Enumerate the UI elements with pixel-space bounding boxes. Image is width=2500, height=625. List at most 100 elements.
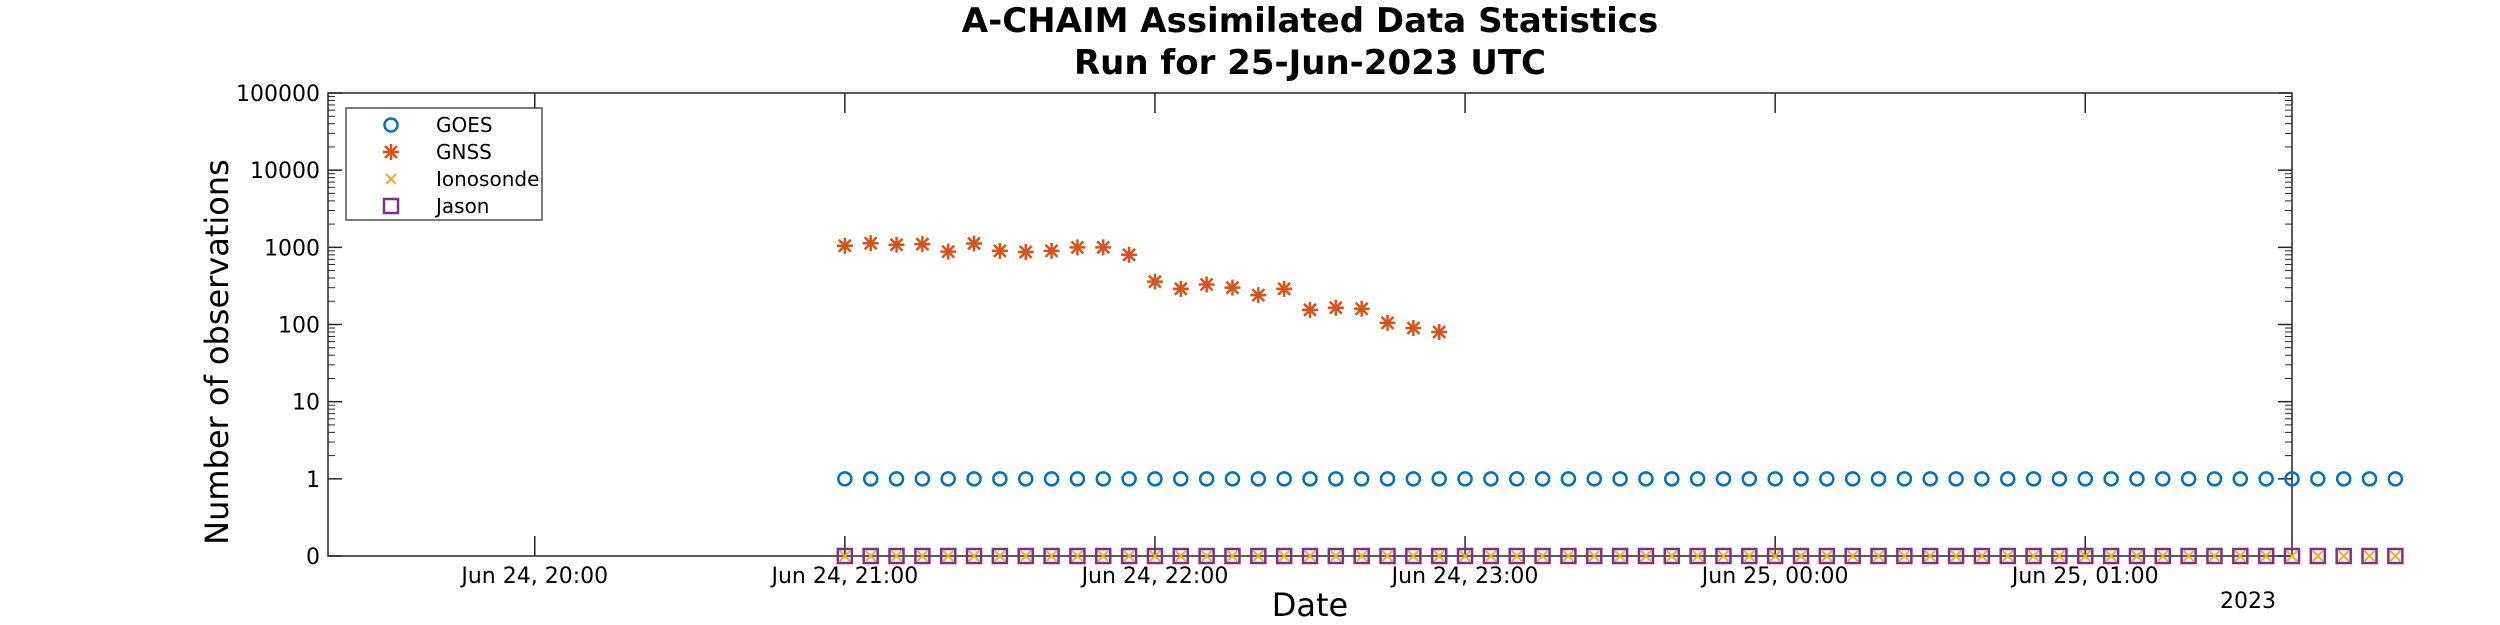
data-point-jason — [1405, 547, 1422, 565]
data-point-goes — [940, 471, 956, 487]
data-point-goes — [1483, 471, 1499, 487]
data-point-goes — [1328, 471, 1344, 487]
data-point-jason — [1818, 547, 1836, 565]
legend-label-jason: Jason — [434, 194, 490, 218]
data-point-jason — [1870, 547, 1887, 565]
data-point-jason — [1275, 547, 1293, 565]
data-point-jason — [1921, 547, 1939, 565]
data-point-jason — [1430, 547, 1448, 565]
data-point-goes — [914, 471, 931, 487]
data-point-ionosonde — [1433, 550, 1445, 562]
data-point-ionosonde — [890, 550, 903, 562]
data-point-jason — [1689, 547, 1706, 565]
y-tick-label: 100 — [278, 314, 320, 339]
data-point-goes — [1353, 471, 1370, 487]
data-point-goes — [1948, 471, 1964, 487]
data-point-goes — [1586, 471, 1603, 487]
data-point-jason — [1172, 547, 1190, 565]
series-goes — [837, 471, 2404, 487]
legend-marker-jason — [382, 197, 400, 215]
data-point-jason — [1896, 547, 1913, 565]
data-point-jason — [1456, 547, 1474, 565]
data-point-jason — [991, 547, 1009, 565]
x-tick-label: Jun 24, 21:00 — [769, 564, 918, 589]
data-point-jason — [1146, 547, 1164, 565]
data-point-ionosonde — [1821, 550, 1833, 562]
data-point-jason — [1792, 547, 1810, 565]
data-point-goes — [2284, 471, 2300, 487]
data-point-ionosonde — [2363, 550, 2376, 562]
x-tick-label: Jun 24, 23:00 — [1390, 564, 1539, 589]
data-point-goes — [1715, 471, 1732, 487]
data-point-goes — [2077, 471, 2094, 487]
data-point-jason — [1715, 547, 1732, 565]
data-point-gnss — [1198, 276, 1215, 293]
data-point-jason — [1586, 547, 1603, 565]
data-point-goes — [1069, 471, 1086, 487]
data-point-gnss — [1353, 300, 1370, 317]
data-point-ionosonde — [1743, 550, 1756, 562]
y-tick-label: 1 — [306, 468, 320, 493]
data-point-goes — [1457, 471, 1473, 487]
data-point-ionosonde — [1872, 550, 1885, 562]
x-tick-label: Jun 25, 01:00 — [2010, 564, 2159, 589]
data-point-ionosonde — [916, 550, 929, 562]
data-point-goes — [862, 471, 879, 487]
data-point-gnss — [1379, 314, 1396, 331]
data-point-gnss — [1224, 279, 1241, 296]
data-point-ionosonde — [864, 550, 877, 562]
data-point-jason — [2180, 547, 2197, 565]
data-point-goes — [1276, 471, 1292, 487]
data-point-goes — [1870, 471, 1887, 487]
data-point-jason — [1250, 547, 1267, 565]
data-point-gnss — [1250, 287, 1267, 304]
data-point-jason — [1947, 547, 1965, 565]
data-point-jason — [2361, 547, 2378, 565]
data-point-gnss — [1069, 239, 1086, 256]
data-point-jason — [1120, 547, 1138, 565]
data-point-jason — [1973, 547, 1991, 565]
y-tick-label: 1000 — [264, 236, 320, 261]
data-point-gnss — [1405, 320, 1422, 337]
data-point-jason — [1017, 547, 1034, 565]
data-point-jason — [1534, 547, 1551, 565]
data-point-ionosonde — [2182, 550, 2195, 562]
data-point-ionosonde — [968, 550, 980, 562]
x-tick-label: Jun 25, 00:00 — [1700, 564, 1849, 589]
data-point-goes — [2335, 471, 2352, 487]
data-point-ionosonde — [1640, 550, 1652, 562]
data-point-jason — [862, 547, 879, 565]
data-point-goes — [1638, 471, 1654, 487]
data-point-ionosonde — [1252, 550, 1265, 562]
data-point-ionosonde — [1175, 550, 1187, 562]
data-point-ionosonde — [2105, 550, 2117, 562]
data-point-jason — [2128, 547, 2146, 565]
x-axis-year-label: 2023 — [2220, 589, 2276, 614]
data-point-goes — [1147, 471, 1163, 487]
data-point-jason — [2077, 547, 2094, 565]
data-point-gnss — [1095, 239, 1112, 256]
data-point-goes — [1017, 471, 1034, 487]
data-point-jason — [1482, 547, 1500, 565]
data-point-gnss — [1121, 246, 1138, 263]
data-point-ionosonde — [1924, 550, 1936, 562]
chart-title-line-2: Run for 25-Jun-2023 UTC — [1074, 43, 1546, 83]
x-axis-label: Date — [1272, 586, 1348, 624]
data-point-jason — [2232, 547, 2249, 565]
data-point-goes — [1198, 471, 1215, 487]
data-point-gnss — [1017, 244, 1034, 260]
data-point-goes — [1819, 471, 1835, 487]
data-point-ionosonde — [1330, 550, 1342, 562]
data-point-goes — [2310, 471, 2326, 487]
data-point-jason — [1637, 547, 1655, 565]
data-point-gnss — [914, 236, 931, 253]
data-point-goes — [2051, 471, 2068, 487]
data-point-goes — [1741, 471, 1758, 487]
data-point-ionosonde — [2337, 550, 2350, 562]
data-point-gnss — [1146, 273, 1163, 290]
data-point-gnss — [1327, 299, 1344, 316]
data-point-goes — [837, 471, 853, 487]
data-point-jason — [2102, 547, 2120, 565]
data-point-goes — [1302, 471, 1318, 487]
